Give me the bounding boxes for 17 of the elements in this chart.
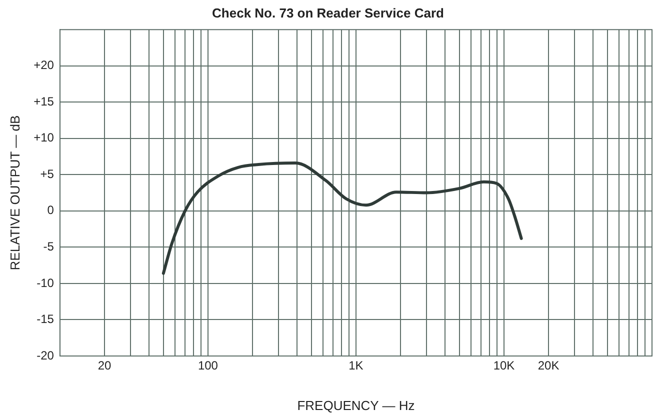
chart-title: Check No. 73 on Reader Service Card: [212, 5, 444, 20]
x-axis-title: FREQUENCY — Hz: [297, 398, 415, 413]
y-tick-label: +5: [40, 166, 54, 181]
x-tick-label: 20K: [538, 358, 560, 373]
y-tick-label: 0: [47, 203, 54, 218]
y-tick-label: -15: [36, 312, 54, 326]
x-tick-label: 1K: [348, 358, 364, 373]
y-axis-title: RELATIVE OUTPUT — dB: [7, 115, 22, 270]
y-tick-label: +20: [34, 58, 54, 72]
y-tick-label: +15: [34, 94, 54, 108]
y-tick-label: -10: [36, 276, 54, 290]
y-tick-label: +10: [34, 130, 54, 145]
x-tick-label: 100: [198, 358, 218, 373]
y-tick-label: -20: [36, 348, 54, 362]
x-tick-label: 20: [98, 358, 112, 373]
x-tick-label: 10K: [493, 358, 515, 373]
y-tick-label: -5: [43, 240, 54, 254]
